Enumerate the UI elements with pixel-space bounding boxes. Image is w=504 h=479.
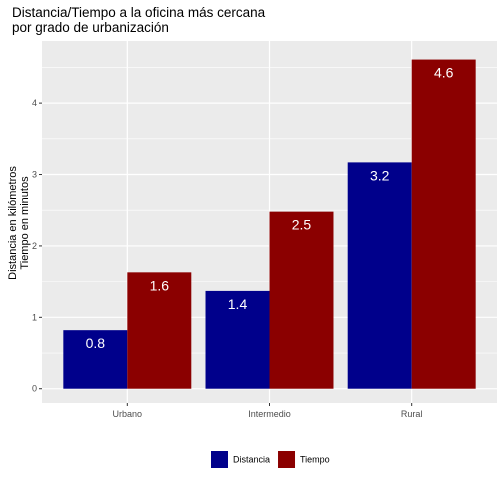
legend-key-distancia	[211, 451, 228, 468]
bar-label: 0.8	[86, 335, 106, 351]
y-tick-label: 0	[32, 384, 37, 394]
y-tick-label: 4	[32, 98, 37, 108]
chart-title-line-1: Distancia/Tiempo a la oficina más cercan…	[12, 5, 266, 20]
bar-labels: 0.8 1.6 1.4 2.5 3.2 4.6	[86, 65, 454, 352]
legend-label-distancia: Distancia	[233, 455, 270, 465]
y-tick-label: 2	[32, 241, 37, 251]
x-tick-label: Urbano	[113, 409, 143, 419]
bar-tiempo-intermedio	[269, 211, 334, 389]
x-tick-label: Rural	[401, 409, 423, 419]
legend-key-tiempo	[278, 451, 296, 468]
x-tick-label: Intermedio	[248, 409, 291, 419]
legend: Distancia Tiempo	[211, 451, 330, 468]
x-axis: Urbano Intermedio Rural	[113, 403, 423, 419]
y-tick-label: 3	[32, 170, 37, 180]
bar-label: 1.4	[228, 296, 248, 312]
y-axis: 0 1 2 3 4	[32, 98, 42, 394]
legend-label-tiempo: Tiempo	[300, 455, 330, 465]
y-axis-title-line-1: Distancia en kilómetros	[7, 166, 19, 280]
bars	[63, 59, 476, 389]
bar-label: 4.6	[434, 65, 454, 81]
bar-tiempo-rural	[411, 59, 476, 389]
bar-tiempo-urbano	[127, 272, 192, 389]
chart-title-line-2: por grado de urbanización	[12, 20, 169, 35]
bar-distancia-rural	[347, 162, 412, 389]
bar-label: 3.2	[370, 167, 390, 183]
y-tick-label: 1	[32, 312, 37, 322]
bar-distancia-urbano	[63, 330, 128, 389]
bar-label: 1.6	[150, 277, 170, 293]
y-axis-title-line-2: Tiempo en minutos	[19, 176, 31, 270]
bar-distancia-intermedio	[205, 290, 270, 389]
bar-label: 2.5	[292, 217, 312, 233]
